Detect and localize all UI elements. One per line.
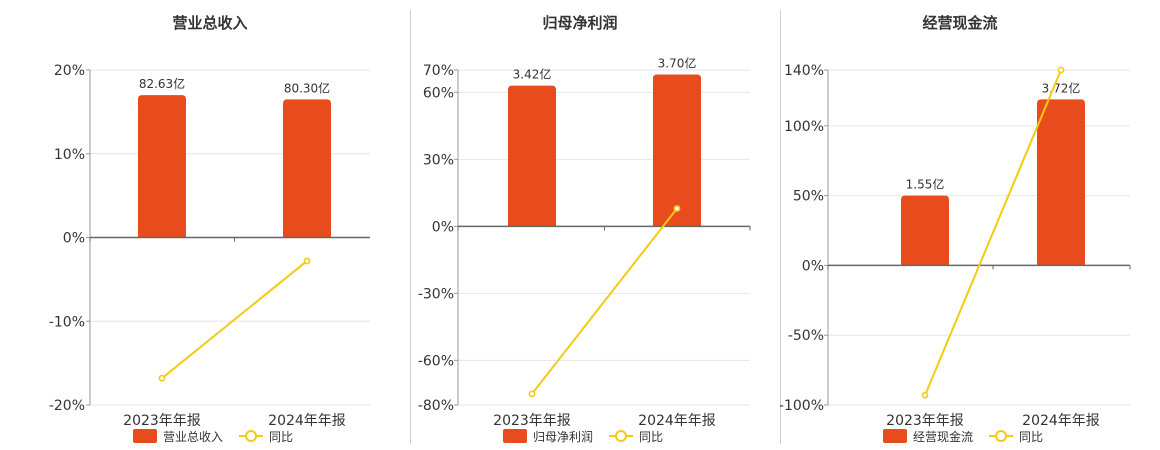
x-category-label: 2023年年报: [886, 413, 964, 429]
bar: [508, 85, 556, 227]
x-category-label: 2023年年报: [123, 413, 201, 429]
panel-divider-1: [410, 10, 411, 444]
y-tick-label: 70%: [423, 63, 454, 79]
yoy-point: [158, 374, 166, 382]
y-tick-label: 20%: [54, 63, 85, 79]
legend-bar-label: 营业总收入: [163, 430, 223, 444]
legend-bar-swatch: [883, 429, 907, 443]
y-tick-label: 0%: [63, 231, 85, 247]
bar: [138, 95, 186, 238]
yoy-line: [531, 207, 678, 395]
bar-data-label: 3.72亿: [1042, 80, 1081, 95]
y-tick-label: -60%: [418, 353, 454, 369]
y-tick-label: -50%: [788, 328, 824, 344]
yoy-point: [528, 390, 536, 398]
y-tick-label: 0%: [802, 258, 824, 274]
bar-data-label: 3.70亿: [658, 55, 697, 70]
legend-bar-swatch: [503, 429, 527, 443]
chart-title: 归母净利润: [542, 14, 617, 32]
y-tick-label: 140%: [784, 63, 824, 79]
y-tick-label: 50%: [793, 189, 824, 205]
legend-line-label: 同比: [1019, 430, 1043, 444]
legend-bar-label: 归母净利润: [533, 430, 593, 444]
x-category-label: 2023年年报: [493, 413, 571, 429]
bar-data-label: 82.63亿: [139, 76, 185, 91]
yoy-point: [921, 391, 929, 399]
yoy-point: [303, 257, 311, 265]
legend-line-label: 同比: [269, 430, 293, 444]
bar-data-label: 80.30亿: [284, 80, 330, 95]
yoy-line: [161, 260, 308, 379]
legend-line-label: 同比: [639, 430, 663, 444]
y-tick-label: -30%: [418, 286, 454, 302]
legend-bar-label: 经营现金流: [913, 429, 973, 444]
bar: [901, 195, 949, 266]
y-tick-label: -100%: [780, 398, 824, 414]
chart-title: 营业总收入: [172, 14, 247, 32]
x-category-label: 2024年年报: [268, 413, 346, 429]
bar: [653, 74, 701, 227]
y-tick-label: -20%: [49, 398, 85, 414]
y-tick-label: 0%: [432, 219, 454, 235]
y-tick-label: -10%: [49, 314, 85, 330]
legend-bar-swatch: [133, 429, 157, 443]
bar-data-label: 3.42亿: [513, 67, 552, 82]
chart-title: 经营现金流: [922, 14, 997, 32]
yoy-line: [924, 69, 1062, 396]
legend-line-marker: [615, 430, 627, 442]
y-tick-label: -80%: [418, 398, 454, 414]
y-tick-label: 60%: [423, 85, 454, 101]
yoy-point: [673, 205, 681, 212]
y-tick-label: 30%: [423, 152, 454, 168]
bar-data-label: 1.55亿: [906, 177, 945, 192]
revenue-chart: 营业总收入 20% 10% 0% -10% -20% 82.63亿 80.30亿 2023年年报…: [49, 14, 370, 444]
x-category-label: 2024年年报: [638, 413, 716, 429]
net-profit-chart: 归母净利润 70% 60% 30% 0% -30% -60% -80% 3.42亿 3.70亿 20…: [418, 14, 751, 444]
x-category-label: 2024年年报: [1022, 413, 1100, 429]
yoy-point: [1057, 66, 1065, 74]
legend-line-marker: [245, 430, 257, 442]
bar: [1037, 99, 1085, 266]
panel-divider-2: [780, 10, 781, 444]
bar: [283, 99, 331, 238]
y-tick-label: 100%: [784, 119, 824, 135]
y-tick-label: 10%: [54, 147, 85, 163]
legend-line-marker: [995, 430, 1007, 442]
cash-flow-chart: 经营现金流 140% 100% 50% 0% -50% -100% 1.55亿 3.72亿 202…: [780, 14, 1131, 444]
